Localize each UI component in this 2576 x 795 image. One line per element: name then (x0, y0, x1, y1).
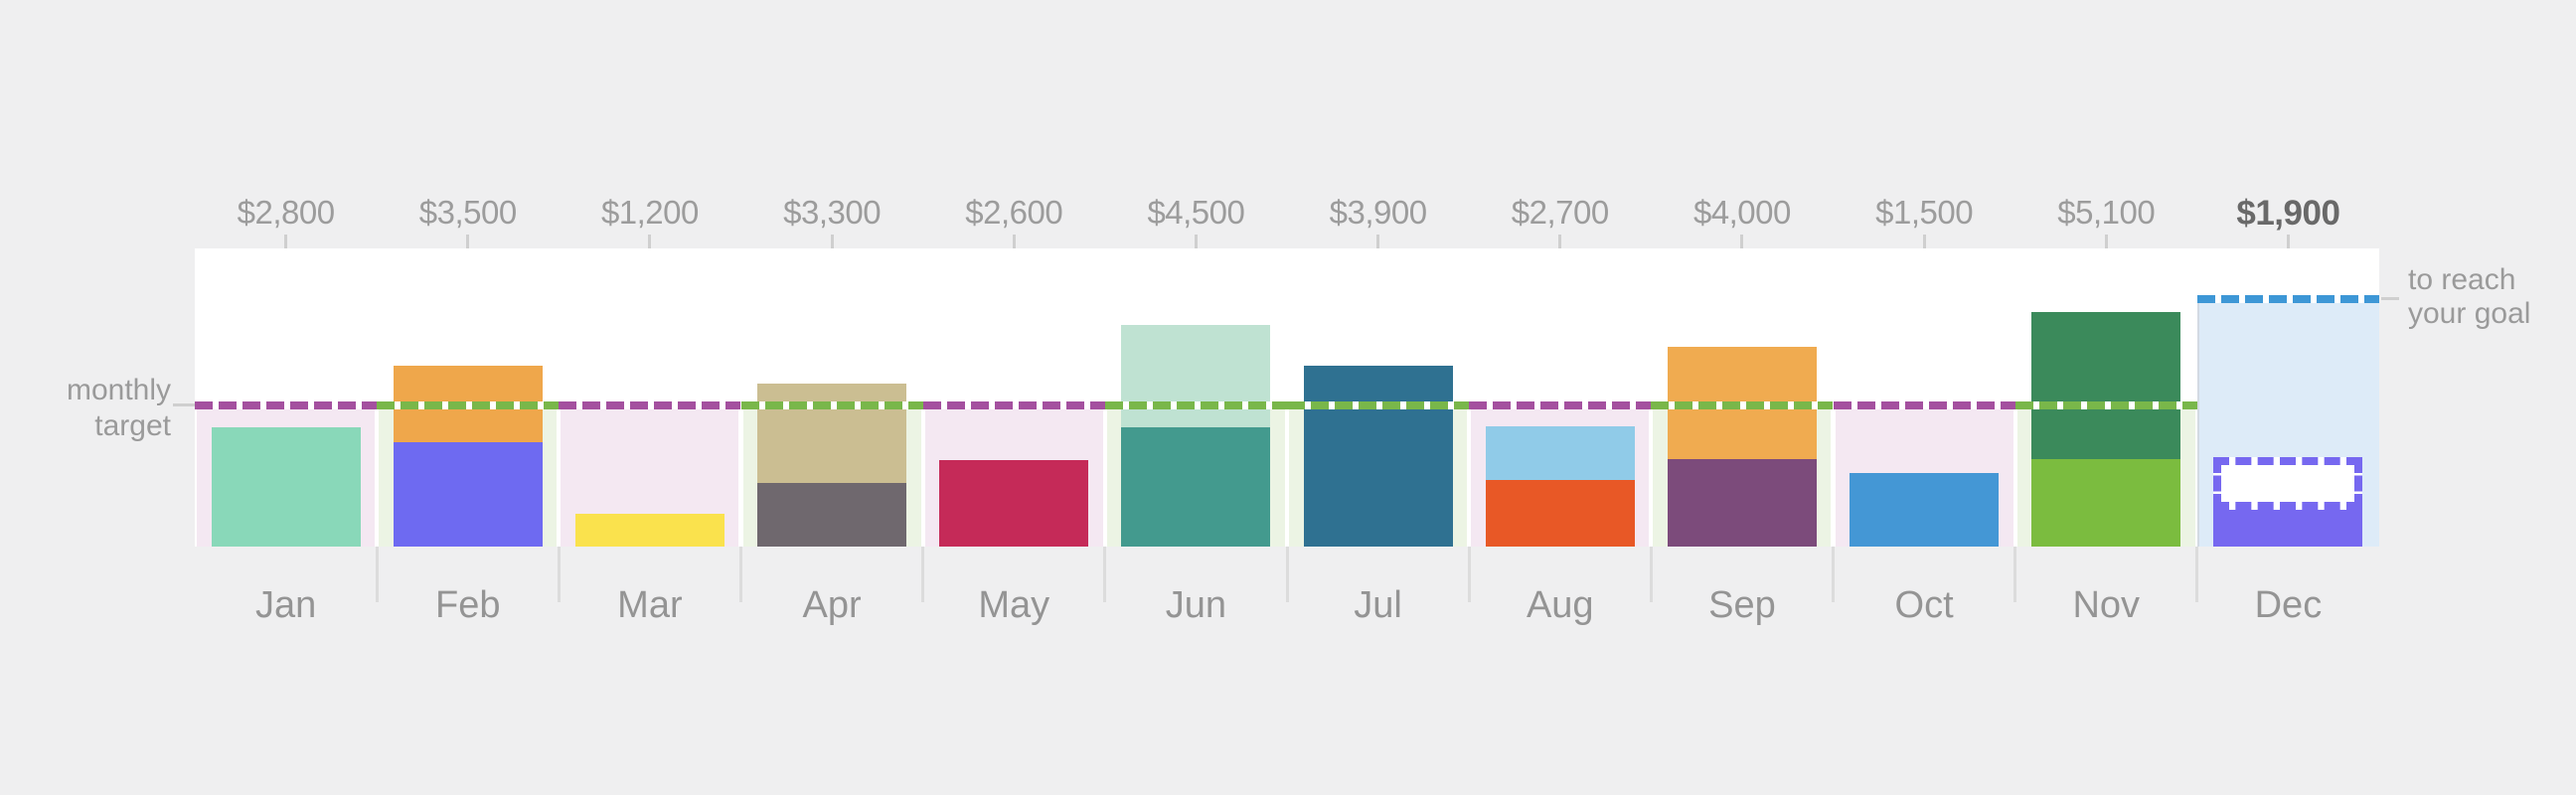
month-label-nov: Nov (2072, 584, 2141, 626)
target-line-apr (740, 401, 923, 409)
goal-connector-line (2381, 297, 2399, 300)
bar-apr-segment-1 (757, 384, 907, 483)
month-label-apr: Apr (802, 584, 862, 626)
value-label-mar: $1,200 (600, 194, 699, 231)
month-label-dec: Dec (2254, 584, 2323, 626)
value-label-oct: $1,500 (1875, 194, 1974, 231)
bar-jun-segment-2 (1121, 427, 1271, 547)
value-tick-feb (466, 235, 470, 248)
bar-feb-segment-2 (393, 442, 543, 547)
month-separator (2195, 547, 2199, 602)
bar-mar-segment-1 (574, 514, 724, 547)
value-tick-nov (2104, 235, 2108, 248)
value-tick-dec (2286, 235, 2290, 248)
month-label-jan: Jan (254, 584, 317, 626)
bar-may-segment-1 (939, 460, 1089, 547)
value-tick-sep (1740, 235, 1744, 248)
target-line-feb (377, 401, 560, 409)
value-label-aug: $2,700 (1511, 194, 1609, 231)
value-label-jul: $3,900 (1329, 194, 1427, 231)
bar-apr-segment-2 (757, 483, 907, 547)
target-line-jul (1287, 401, 1470, 409)
month-label-mar: Mar (617, 584, 683, 626)
target-line-aug (1469, 401, 1652, 409)
month-label-jun: Jun (1165, 584, 1227, 626)
month-separator (375, 547, 379, 602)
dec-earned-bar (2213, 510, 2363, 547)
value-label-sep: $4,000 (1692, 194, 1791, 231)
value-label-may: $2,600 (965, 194, 1063, 231)
month-separator (1285, 547, 1289, 602)
month-separator (1467, 547, 1471, 602)
bar-jul-segment-1 (1303, 366, 1453, 547)
goal-line1: to reach (2408, 263, 2516, 296)
value-tick-mar (648, 235, 652, 248)
month-label-aug: Aug (1526, 584, 1594, 626)
bar-aug-segment-1 (1485, 426, 1635, 480)
month-separator (921, 547, 925, 602)
month-label-feb: Feb (435, 584, 501, 626)
plot-background (195, 248, 2379, 547)
value-tick-jun (1194, 235, 1198, 248)
monthly-target-connector-line (173, 403, 195, 406)
value-tick-jan (284, 235, 288, 248)
bar-aug-segment-2 (1485, 480, 1635, 547)
dec-column-edge (2196, 303, 2199, 547)
month-separator (557, 547, 561, 602)
target-line-may (922, 401, 1105, 409)
value-label-jan: $2,800 (237, 194, 335, 231)
month-label-jul: Jul (1354, 584, 1402, 626)
value-label-nov: $5,100 (2057, 194, 2156, 231)
target-line-oct (1833, 401, 2015, 409)
month-label-oct: Oct (1894, 584, 1954, 626)
goal-annotation: to reach your goal (2408, 263, 2530, 331)
target-line-nov (2014, 401, 2197, 409)
bar-jun-segment-1 (1121, 325, 1271, 427)
value-tick-may (1012, 235, 1016, 248)
value-tick-jul (1376, 235, 1380, 248)
monthly-target-annotation: monthly target (0, 373, 171, 444)
month-label-may: May (978, 584, 1050, 626)
target-line-sep (1651, 401, 1834, 409)
value-label-apr: $3,300 (783, 194, 882, 231)
dec-planned-amount-box (2213, 457, 2363, 510)
goal-line2: your goal (2408, 297, 2531, 330)
target-line-jun (1104, 401, 1287, 409)
month-separator (2013, 547, 2017, 602)
goal-dashed-line (2196, 295, 2379, 303)
bar-nov-segment-1 (2031, 312, 2181, 459)
month-separator (739, 547, 742, 602)
month-label-sep: Sep (1708, 584, 1776, 626)
month-separator (1649, 547, 1653, 602)
month-separator (1832, 547, 1835, 602)
value-label-jun: $4,500 (1147, 194, 1245, 231)
monthly-target-line1: monthly (66, 374, 171, 406)
value-tick-aug (1558, 235, 1562, 248)
value-label-dec: $1,900 (2236, 194, 2340, 233)
value-tick-oct (1922, 235, 1926, 248)
bar-oct-segment-1 (1850, 473, 2000, 547)
target-line-mar (559, 401, 741, 409)
monthly-target-line2: target (94, 409, 171, 442)
value-tick-apr (830, 235, 834, 248)
bar-jan-segment-1 (211, 427, 361, 547)
bar-nov-segment-2 (2031, 459, 2181, 547)
bar-sep-segment-2 (1667, 459, 1817, 547)
value-label-feb: $3,500 (418, 194, 517, 231)
target-line-jan (195, 401, 378, 409)
month-separator (1103, 547, 1107, 602)
